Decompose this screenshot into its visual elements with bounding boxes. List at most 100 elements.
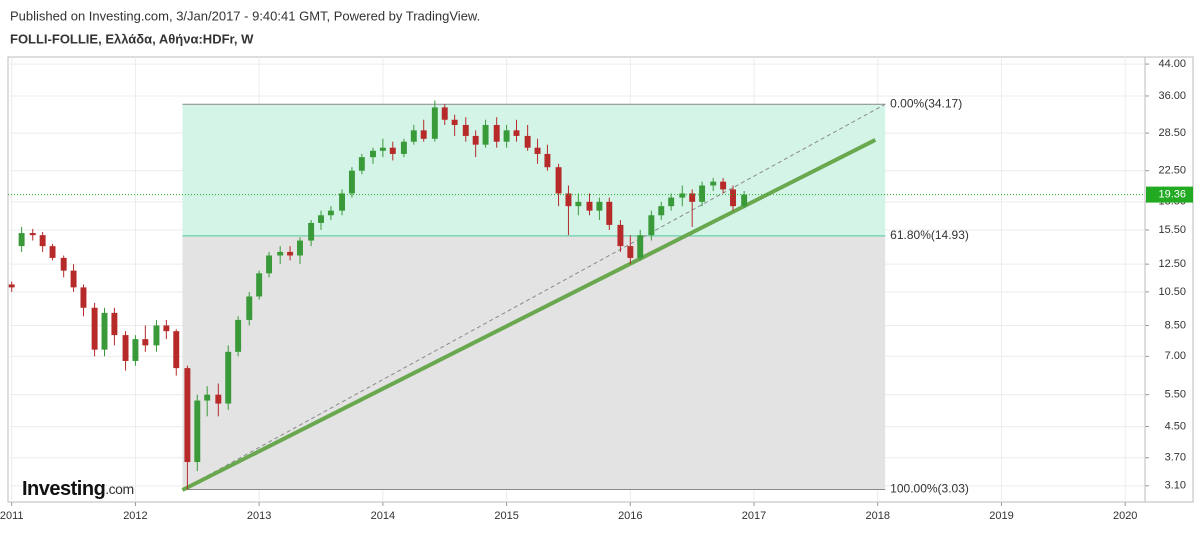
fib-label: 61.80%(14.93) <box>890 228 969 242</box>
candle-body <box>617 224 624 247</box>
candle-body <box>462 124 469 136</box>
x-tick-label: 2012 <box>123 510 147 522</box>
candle-body <box>493 124 500 142</box>
candle-body <box>689 193 696 202</box>
logo-suffix: .com <box>105 481 133 497</box>
candle-body <box>29 233 36 236</box>
candle-body <box>534 147 541 154</box>
candle-body <box>524 135 531 148</box>
candle-body <box>266 255 273 274</box>
candle-body <box>339 193 346 211</box>
candle-body <box>648 215 655 236</box>
y-tick-label: 22.50 <box>1158 165 1186 177</box>
candle-body <box>277 251 284 256</box>
candle-body <box>297 240 303 256</box>
y-tick-label: 4.50 <box>1165 420 1186 432</box>
candle-body <box>194 400 201 463</box>
fib-zone <box>182 104 886 236</box>
candle-body <box>308 222 315 241</box>
y-tick-label: 3.70 <box>1165 452 1186 464</box>
fib-zone <box>182 235 886 490</box>
candle-body <box>503 130 510 142</box>
candle-body <box>389 147 396 154</box>
published-note: Published on Investing.com, 3/Jan/2017 -… <box>10 8 480 23</box>
candle-body <box>142 339 149 346</box>
y-tick-label: 3.10 <box>1165 480 1186 492</box>
fib-label: 100.00%(3.03) <box>890 482 969 496</box>
y-tick-label: 8.50 <box>1165 319 1186 331</box>
symbol-title: FOLLI-FOLLIE, Ελλάδα, Αθήνα:HDFr, W <box>10 31 254 46</box>
candle-body <box>420 130 427 139</box>
candle-body <box>70 270 77 288</box>
candle-body <box>451 119 458 125</box>
candle-body <box>555 167 562 194</box>
candle-body <box>173 331 180 369</box>
trendline <box>182 103 886 490</box>
y-tick-label: 5.50 <box>1165 389 1186 401</box>
logo: Investing.com <box>22 478 134 500</box>
candle-body <box>60 257 67 271</box>
x-tick-label: 2018 <box>866 510 890 522</box>
trendline <box>181 138 877 492</box>
candle-body <box>111 312 118 336</box>
candle-body <box>730 189 736 207</box>
candle-body <box>627 246 634 258</box>
candle-body <box>80 287 87 308</box>
candle-body <box>235 319 242 352</box>
candle-body <box>679 193 686 198</box>
candle-body <box>358 157 365 171</box>
last-price-box <box>1146 186 1193 203</box>
candle-body <box>225 351 232 404</box>
candle-body <box>49 246 56 258</box>
fib-label: 0.00%(34.17) <box>890 96 962 110</box>
logo-brand: Investing <box>22 478 105 500</box>
y-tick-label: 7.00 <box>1165 350 1186 362</box>
x-tick-label: 2019 <box>989 510 1013 522</box>
candle-body <box>482 124 489 145</box>
candle-body <box>431 107 438 139</box>
candle-body <box>544 153 551 168</box>
x-tick-label: 2015 <box>494 510 518 522</box>
y-tick-label: 36.00 <box>1158 90 1186 102</box>
y-tick-label: 10.50 <box>1158 286 1186 298</box>
candle-body <box>370 150 376 158</box>
candle-body <box>441 107 448 120</box>
candle-body <box>575 201 582 207</box>
candle-body <box>348 170 355 194</box>
candle-body <box>18 233 25 247</box>
candle-body <box>91 307 98 350</box>
chart-frame <box>7 56 1194 503</box>
x-tick-label: 2014 <box>371 510 395 522</box>
candle-body <box>327 210 334 216</box>
candle-body <box>39 235 46 247</box>
candle-body <box>668 197 675 207</box>
x-tick-label: 2013 <box>247 510 271 522</box>
candle-body <box>472 135 479 145</box>
last-price-label: 19.36 <box>1158 188 1186 200</box>
y-tick-label: 44.00 <box>1158 58 1186 70</box>
candle-body <box>204 394 211 401</box>
candle-body <box>132 339 139 361</box>
candle-body <box>606 201 613 225</box>
y-tick-label: 12.50 <box>1158 258 1186 270</box>
candle-body <box>184 368 191 463</box>
x-tick-label: 2020 <box>1113 510 1137 522</box>
candle-body <box>720 181 727 190</box>
candle-body <box>101 312 108 350</box>
candle-body <box>246 296 253 320</box>
candle-body <box>410 130 417 142</box>
y-tick-label: 15.50 <box>1158 224 1186 236</box>
candle-body <box>122 335 129 361</box>
candle-body <box>513 130 520 136</box>
candle-body <box>565 193 572 207</box>
candle-body <box>596 201 603 211</box>
x-tick-label: 2016 <box>618 510 642 522</box>
candle-body <box>710 181 717 186</box>
candle-body <box>287 251 294 256</box>
candle-body <box>658 206 665 216</box>
candle-body <box>8 284 15 288</box>
candle-body <box>741 194 748 207</box>
x-tick-label: 2017 <box>742 510 766 522</box>
y-tick-label: 28.50 <box>1158 127 1186 139</box>
